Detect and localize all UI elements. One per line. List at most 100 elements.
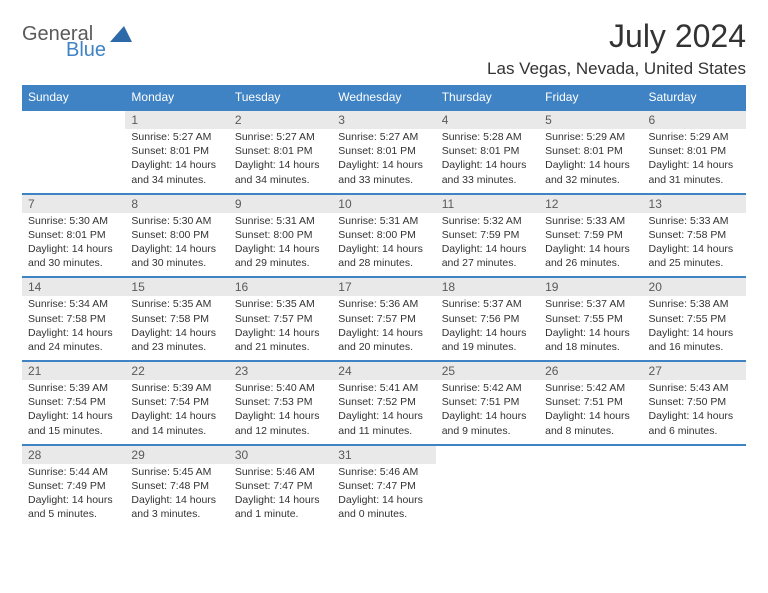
header-row: General Blue July 2024 Las Vegas, Nevada… — [22, 18, 746, 79]
day-line: Sunset: 7:50 PM — [649, 395, 740, 409]
day-line: Daylight: 14 hours — [28, 242, 119, 256]
day-line: and 5 minutes. — [28, 507, 119, 521]
day-line: and 31 minutes. — [649, 173, 740, 187]
day-cell: 29Sunrise: 5:45 AMSunset: 7:48 PMDayligh… — [125, 446, 228, 528]
day-line: Sunrise: 5:41 AM — [338, 381, 429, 395]
day-detail: Sunrise: 5:44 AMSunset: 7:49 PMDaylight:… — [22, 464, 125, 528]
day-line: Daylight: 14 hours — [28, 326, 119, 340]
day-line: Sunrise: 5:37 AM — [545, 297, 636, 311]
day-line: Daylight: 14 hours — [545, 242, 636, 256]
day-detail: Sunrise: 5:39 AMSunset: 7:54 PMDaylight:… — [125, 380, 228, 444]
day-number: 22 — [125, 362, 228, 380]
day-line: Sunrise: 5:35 AM — [131, 297, 222, 311]
day-cell: 31Sunrise: 5:46 AMSunset: 7:47 PMDayligh… — [332, 446, 435, 528]
day-line: Sunset: 8:01 PM — [545, 144, 636, 158]
day-line: Daylight: 14 hours — [649, 409, 740, 423]
day-detail: Sunrise: 5:35 AMSunset: 7:57 PMDaylight:… — [229, 296, 332, 360]
day-line: Sunset: 8:00 PM — [131, 228, 222, 242]
weekday-header-cell: Sunday — [22, 85, 125, 109]
day-detail: Sunrise: 5:27 AMSunset: 8:01 PMDaylight:… — [125, 129, 228, 193]
logo-triangle-icon — [110, 26, 132, 42]
day-line: Daylight: 14 hours — [131, 158, 222, 172]
day-line: Daylight: 14 hours — [131, 242, 222, 256]
day-line: Daylight: 14 hours — [442, 409, 533, 423]
day-line: and 27 minutes. — [442, 256, 533, 270]
calendar-grid: SundayMondayTuesdayWednesdayThursdayFrid… — [22, 85, 746, 527]
day-line: and 23 minutes. — [131, 340, 222, 354]
day-line: Daylight: 14 hours — [235, 493, 326, 507]
day-line: Sunset: 7:54 PM — [131, 395, 222, 409]
logo-text: General Blue — [22, 24, 106, 60]
day-line: Sunset: 7:54 PM — [28, 395, 119, 409]
day-number: 2 — [229, 111, 332, 129]
day-number: 20 — [643, 278, 746, 296]
day-line: Sunrise: 5:45 AM — [131, 465, 222, 479]
day-number: 15 — [125, 278, 228, 296]
day-line: Sunrise: 5:39 AM — [28, 381, 119, 395]
day-line: Daylight: 14 hours — [235, 409, 326, 423]
day-line: Sunrise: 5:44 AM — [28, 465, 119, 479]
day-cell — [643, 446, 746, 528]
day-line: and 24 minutes. — [28, 340, 119, 354]
day-number: 16 — [229, 278, 332, 296]
day-detail: Sunrise: 5:28 AMSunset: 8:01 PMDaylight:… — [436, 129, 539, 193]
day-cell — [539, 446, 642, 528]
day-line: Sunrise: 5:29 AM — [649, 130, 740, 144]
day-number: 14 — [22, 278, 125, 296]
day-cell: 2Sunrise: 5:27 AMSunset: 8:01 PMDaylight… — [229, 111, 332, 193]
day-detail: Sunrise: 5:46 AMSunset: 7:47 PMDaylight:… — [332, 464, 435, 528]
day-line: Daylight: 14 hours — [545, 409, 636, 423]
day-cell: 13Sunrise: 5:33 AMSunset: 7:58 PMDayligh… — [643, 195, 746, 277]
day-detail: Sunrise: 5:33 AMSunset: 7:58 PMDaylight:… — [643, 213, 746, 277]
day-cell — [22, 111, 125, 193]
day-line: Sunrise: 5:43 AM — [649, 381, 740, 395]
day-line: Sunrise: 5:32 AM — [442, 214, 533, 228]
day-line: and 3 minutes. — [131, 507, 222, 521]
day-cell: 8Sunrise: 5:30 AMSunset: 8:00 PMDaylight… — [125, 195, 228, 277]
day-line: Daylight: 14 hours — [338, 242, 429, 256]
day-number: 4 — [436, 111, 539, 129]
day-cell — [436, 446, 539, 528]
location-text: Las Vegas, Nevada, United States — [487, 59, 746, 79]
day-number: 28 — [22, 446, 125, 464]
day-number: 18 — [436, 278, 539, 296]
day-cell: 28Sunrise: 5:44 AMSunset: 7:49 PMDayligh… — [22, 446, 125, 528]
day-line: and 25 minutes. — [649, 256, 740, 270]
week-row: 28Sunrise: 5:44 AMSunset: 7:49 PMDayligh… — [22, 444, 746, 528]
week-row: 7Sunrise: 5:30 AMSunset: 8:01 PMDaylight… — [22, 193, 746, 277]
day-line: and 28 minutes. — [338, 256, 429, 270]
day-line: Sunset: 7:59 PM — [442, 228, 533, 242]
weeks-container: 1Sunrise: 5:27 AMSunset: 8:01 PMDaylight… — [22, 109, 746, 527]
day-line: Daylight: 14 hours — [131, 409, 222, 423]
day-line: Sunset: 8:01 PM — [131, 144, 222, 158]
day-number: 11 — [436, 195, 539, 213]
title-block: July 2024 Las Vegas, Nevada, United Stat… — [487, 18, 746, 79]
weekday-header-cell: Friday — [539, 85, 642, 109]
day-cell: 6Sunrise: 5:29 AMSunset: 8:01 PMDaylight… — [643, 111, 746, 193]
day-cell: 16Sunrise: 5:35 AMSunset: 7:57 PMDayligh… — [229, 278, 332, 360]
day-number: 1 — [125, 111, 228, 129]
day-detail: Sunrise: 5:29 AMSunset: 8:01 PMDaylight:… — [643, 129, 746, 193]
day-line: and 16 minutes. — [649, 340, 740, 354]
day-line: and 11 minutes. — [338, 424, 429, 438]
day-line: Sunset: 7:51 PM — [545, 395, 636, 409]
day-cell: 3Sunrise: 5:27 AMSunset: 8:01 PMDaylight… — [332, 111, 435, 193]
day-line: and 30 minutes. — [131, 256, 222, 270]
day-cell: 30Sunrise: 5:46 AMSunset: 7:47 PMDayligh… — [229, 446, 332, 528]
day-cell: 27Sunrise: 5:43 AMSunset: 7:50 PMDayligh… — [643, 362, 746, 444]
day-line: Sunrise: 5:39 AM — [131, 381, 222, 395]
day-detail: Sunrise: 5:40 AMSunset: 7:53 PMDaylight:… — [229, 380, 332, 444]
week-row: 21Sunrise: 5:39 AMSunset: 7:54 PMDayligh… — [22, 360, 746, 444]
week-row: 1Sunrise: 5:27 AMSunset: 8:01 PMDaylight… — [22, 109, 746, 193]
day-line: and 33 minutes. — [442, 173, 533, 187]
day-line: Daylight: 14 hours — [442, 326, 533, 340]
day-line: Sunset: 7:55 PM — [545, 312, 636, 326]
day-detail: Sunrise: 5:27 AMSunset: 8:01 PMDaylight:… — [332, 129, 435, 193]
day-cell: 4Sunrise: 5:28 AMSunset: 8:01 PMDaylight… — [436, 111, 539, 193]
day-line: Daylight: 14 hours — [442, 158, 533, 172]
day-detail: Sunrise: 5:27 AMSunset: 8:01 PMDaylight:… — [229, 129, 332, 193]
day-line: Sunrise: 5:31 AM — [338, 214, 429, 228]
day-line: Sunset: 7:55 PM — [649, 312, 740, 326]
day-line: and 8 minutes. — [545, 424, 636, 438]
day-detail: Sunrise: 5:30 AMSunset: 8:00 PMDaylight:… — [125, 213, 228, 277]
